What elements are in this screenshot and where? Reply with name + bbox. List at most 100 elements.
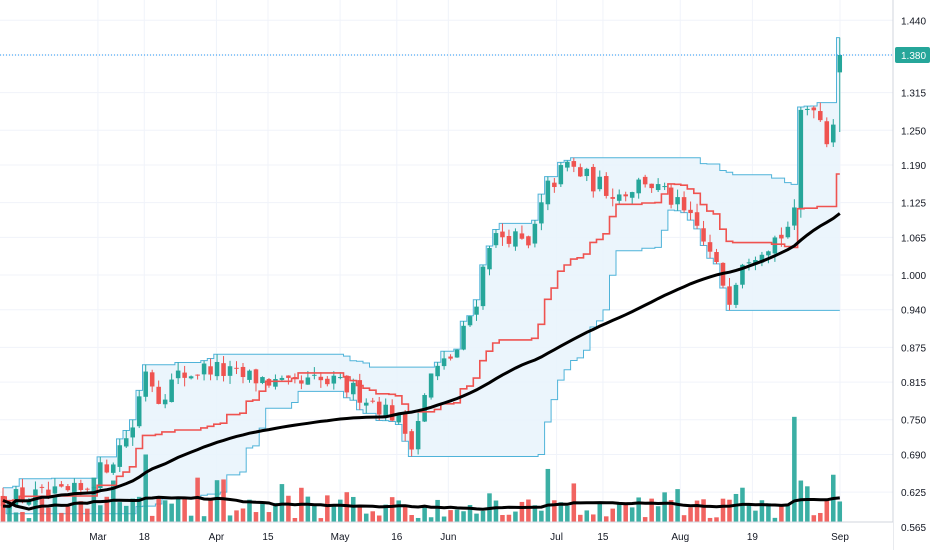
volume-bar	[805, 486, 810, 522]
volume-bar	[818, 512, 823, 522]
time-tick-label: Mar	[89, 532, 107, 543]
candle-body	[837, 55, 843, 73]
volume-bar	[467, 504, 473, 522]
volume-bar	[811, 515, 817, 522]
candle-body	[201, 363, 207, 375]
volume-bar	[136, 496, 142, 522]
candle-body	[318, 376, 324, 381]
price-axis-bg	[893, 0, 932, 550]
volume-bar	[552, 500, 557, 522]
volume-bar	[714, 517, 719, 522]
volume-bar	[214, 480, 220, 522]
volume-bar	[247, 499, 252, 522]
candle-body	[668, 187, 674, 205]
candle-body	[266, 379, 272, 386]
volume-bar	[305, 496, 311, 522]
volume-bar	[701, 499, 706, 522]
candle-body	[714, 252, 719, 263]
volume-bar	[383, 504, 388, 522]
candle-body	[351, 382, 356, 395]
candle-body	[331, 375, 337, 384]
candle-body	[565, 161, 570, 168]
volume-bar	[52, 497, 58, 522]
volume-bar	[338, 499, 343, 522]
candle-body	[467, 316, 473, 326]
candle-body	[85, 488, 90, 490]
volume-bar	[720, 498, 726, 522]
volume-bar	[104, 496, 110, 522]
candle-body	[642, 176, 648, 185]
candle-body	[234, 367, 239, 369]
moving-average-line	[2, 212, 841, 508]
volume-bar	[733, 493, 739, 522]
volume-bar	[318, 518, 324, 522]
candle-body	[156, 386, 161, 404]
volume-bar	[655, 506, 661, 522]
volume-bar	[759, 500, 765, 522]
volume-bar	[376, 515, 382, 522]
candle-body	[733, 284, 739, 305]
candle-body	[448, 356, 453, 359]
volume-bar	[584, 510, 590, 522]
candle-body	[59, 484, 64, 487]
candle-body	[402, 413, 408, 434]
candle-body	[104, 464, 110, 473]
candle-body	[286, 375, 291, 378]
volume-bar	[623, 502, 628, 522]
volume-bar	[26, 518, 32, 522]
candle-body	[675, 197, 680, 205]
volume-bar	[493, 500, 499, 522]
candle-body	[253, 369, 259, 384]
volume-bar	[240, 508, 246, 522]
candle-body	[591, 166, 596, 192]
volume-bar	[260, 503, 265, 522]
volume-bar	[266, 512, 272, 522]
candle-body	[792, 207, 797, 226]
candle-body	[325, 378, 330, 385]
price-tick-label: 0.875	[901, 343, 926, 354]
time-tick-label: Jul	[550, 532, 563, 543]
candle-body	[798, 109, 804, 210]
volume-bar	[578, 514, 583, 522]
price-axis[interactable]: 1.440 1.380 1.315 1.250 1.190 1.125 1.065 1.000…	[892, 0, 932, 550]
volume-bar	[500, 515, 505, 522]
candle-body	[195, 374, 200, 376]
candle-body	[130, 427, 135, 438]
volume-bar	[162, 500, 168, 522]
time-axis-bg	[0, 522, 893, 550]
candle-body	[376, 401, 382, 415]
volume-bar	[824, 499, 830, 522]
volume-bar	[0, 496, 6, 522]
time-axis[interactable]: Mar 18 Apr 15 May 16 Jun Jul 15 Aug 19 Sep	[0, 521, 893, 550]
volume-bar	[480, 510, 486, 522]
volume-bar	[13, 512, 19, 522]
candle-body	[701, 228, 706, 242]
volume-bar	[370, 511, 375, 522]
candle-body	[727, 286, 732, 305]
candle-body	[487, 248, 492, 270]
candle-body	[526, 236, 531, 246]
candle-body	[221, 363, 226, 376]
candle-body	[260, 377, 265, 384]
volume-bar	[39, 498, 45, 522]
candle-body	[746, 262, 752, 264]
candle-body	[552, 182, 557, 188]
volume-bar	[707, 517, 713, 522]
volume-bar	[766, 503, 771, 522]
volume-bar	[565, 505, 570, 522]
volume-bar	[636, 497, 641, 522]
volume-bar	[746, 503, 752, 522]
candle-body	[831, 124, 836, 143]
volume-bar	[325, 495, 330, 522]
candle-body	[545, 180, 551, 205]
candle-body	[383, 404, 388, 417]
volume-bar	[175, 498, 181, 522]
volume-bar	[591, 514, 596, 522]
volume-bar	[792, 416, 797, 522]
candle-body	[506, 235, 512, 244]
candle-body	[623, 194, 628, 197]
volume-bar	[292, 517, 298, 522]
candle-body	[26, 500, 32, 505]
volume-bar	[785, 504, 791, 522]
